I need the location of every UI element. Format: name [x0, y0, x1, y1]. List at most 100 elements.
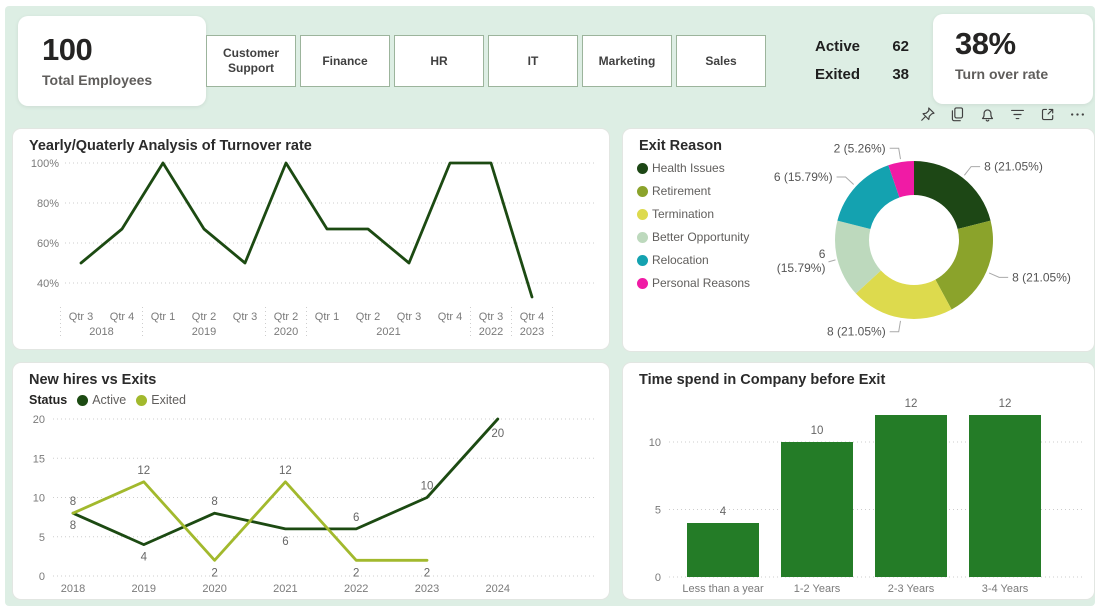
axis-label: Qtr 4 — [438, 311, 462, 323]
donut-slice-health-issues[interactable] — [914, 161, 991, 229]
legend-label: Termination — [652, 207, 715, 221]
exit-reason-legend: Health Issues Retirement Termination Better… — [637, 161, 750, 299]
axis-label: 2020 — [202, 583, 226, 595]
dept-button-marketing[interactable]: Marketing — [582, 35, 672, 87]
dept-button-customer-support[interactable]: Customer Support — [206, 35, 296, 87]
turnover-line-chart: 40% 60% 80% 100% Qtr 3 Qtr 4 Qtr 1 Qtr 2 Qtr 3 Qt… — [31, 158, 596, 339]
axis-label: 0 — [39, 571, 45, 583]
axis-label: Less than a year — [682, 583, 764, 595]
data-label: 12 — [905, 398, 918, 410]
exit-reason-panel: Exit Reason Health Issues Retirement Termi… — [622, 128, 1095, 352]
data-label: 20 — [491, 428, 504, 440]
donut-slice-better-opportunity[interactable] — [835, 220, 881, 294]
axis-label: 40% — [37, 278, 59, 290]
bar-1-2-years[interactable] — [781, 442, 853, 577]
axis-label: 20 — [33, 414, 45, 426]
dept-button-finance[interactable]: Finance — [300, 35, 390, 87]
axis-label: 2023 — [520, 326, 544, 338]
donut-label: 8 (21.05%) — [827, 325, 886, 339]
donut-label: 6 (15.79%) — [777, 247, 826, 275]
axis-label: 0 — [655, 572, 661, 584]
axis-label: Qtr 2 — [274, 311, 298, 323]
legend-item-relocation[interactable]: Relocation — [637, 253, 750, 267]
data-label: 12 — [137, 465, 150, 477]
legend-item-better-opportunity[interactable]: Better Opportunity — [637, 230, 750, 244]
status-row-active: Active 62 — [815, 38, 909, 55]
copy-icon[interactable] — [949, 106, 966, 123]
dept-button-it[interactable]: IT — [488, 35, 578, 87]
bar-3-4-years[interactable] — [969, 415, 1041, 577]
turnover-rate-card: 38% Turn over rate — [933, 14, 1093, 104]
filter-icon[interactable] — [1009, 106, 1026, 123]
series-line-active[interactable] — [71, 417, 500, 547]
axis-label: Qtr 1 — [315, 311, 339, 323]
data-label: 8 — [211, 496, 217, 508]
panel-title: Yearly/Quaterly Analysis of Turnover rat… — [29, 138, 312, 154]
legend-dot — [637, 162, 648, 174]
legend-item-personal-reasons[interactable]: Personal Reasons — [637, 276, 750, 290]
exited-value: 38 — [892, 66, 909, 83]
axis-label: 2024 — [486, 583, 510, 595]
legend-item-termination[interactable]: Termination — [637, 207, 750, 221]
axis-label: 2021 — [273, 583, 297, 595]
panel-title: Exit Reason — [639, 138, 722, 154]
data-label: 2 — [424, 567, 430, 579]
focus-mode-icon[interactable] — [1039, 106, 1056, 123]
axis-label: Qtr 3 — [479, 311, 503, 323]
legend-item-exited[interactable]: Exited — [136, 393, 186, 407]
data-label: 4 — [141, 552, 148, 564]
active-label: Active — [815, 38, 861, 55]
data-label: 2 — [353, 567, 359, 579]
donut-label: 6 (15.79%) — [774, 170, 833, 184]
axis-label: 2022 — [344, 583, 368, 595]
legend-dot — [136, 394, 148, 406]
series-line-exited[interactable] — [71, 480, 429, 562]
donut-label: 8 (21.05%) — [984, 160, 1043, 174]
legend-dot — [637, 185, 648, 197]
axis-label: 60% — [37, 238, 59, 250]
legend-dot — [637, 231, 648, 243]
legend-item-health-issues[interactable]: Health Issues — [637, 161, 750, 175]
legend-item-retirement[interactable]: Retirement — [637, 184, 750, 198]
legend-dot — [637, 277, 648, 289]
axis-label: 15 — [33, 453, 45, 465]
alert-icon[interactable] — [979, 106, 996, 123]
time-in-company-bar-chart: 0 5 10 4 Less than a year 10 1-2 Years 12 2-3 Ye… — [649, 398, 1085, 595]
axis-label: 1-2 Years — [794, 583, 841, 595]
legend-item-active[interactable]: Active — [77, 393, 126, 407]
panel-title: New hires vs Exits — [29, 372, 157, 388]
bar-2-3-years[interactable] — [875, 415, 947, 577]
axis-label: Qtr 3 — [397, 311, 421, 323]
legend-dot — [637, 208, 648, 220]
axis-label: 10 — [33, 493, 45, 505]
data-label: 10 — [811, 425, 824, 437]
turnover-line[interactable] — [79, 161, 534, 299]
axis-label: 80% — [37, 198, 59, 210]
more-options-icon[interactable] — [1069, 106, 1086, 123]
donut-slice-termination[interactable] — [855, 270, 952, 319]
axis-label: Qtr 3 — [69, 311, 93, 323]
donut-slice-retirement[interactable] — [935, 220, 993, 310]
exit-reason-donut-chart: 8 (21.05%) 8 (21.05%) 8 (21.05%) 6 (15.79%) 6… — [774, 141, 1071, 339]
donut-slice-personal-reasons[interactable] — [888, 161, 914, 198]
data-label: 8 — [70, 496, 76, 508]
panel-title: Time spend in Company before Exit — [639, 372, 886, 388]
donut-slice-relocation[interactable] — [837, 165, 900, 229]
legend-dot — [637, 254, 648, 266]
time-in-company-panel: Time spend in Company before Exit 0 5 10 4 L… — [622, 362, 1095, 600]
data-label: 4 — [720, 506, 727, 518]
bar-less-than-a-year[interactable] — [687, 523, 759, 577]
axis-label: Qtr 4 — [520, 311, 544, 323]
axis-label: 2019 — [132, 583, 156, 595]
axis-label: 5 — [655, 505, 661, 517]
turnover-rate-value: 38% — [955, 26, 1016, 61]
status-summary: Active 62 Exited 38 — [815, 38, 909, 94]
data-label: 10 — [421, 481, 434, 493]
pin-icon[interactable] — [919, 106, 936, 123]
dept-button-hr[interactable]: HR — [394, 35, 484, 87]
axis-label: Qtr 4 — [110, 311, 134, 323]
legend-label: Exited — [151, 393, 186, 407]
axis-label: 2021 — [376, 326, 400, 338]
axis-label: 2018 — [61, 583, 85, 595]
dept-button-sales[interactable]: Sales — [676, 35, 766, 87]
